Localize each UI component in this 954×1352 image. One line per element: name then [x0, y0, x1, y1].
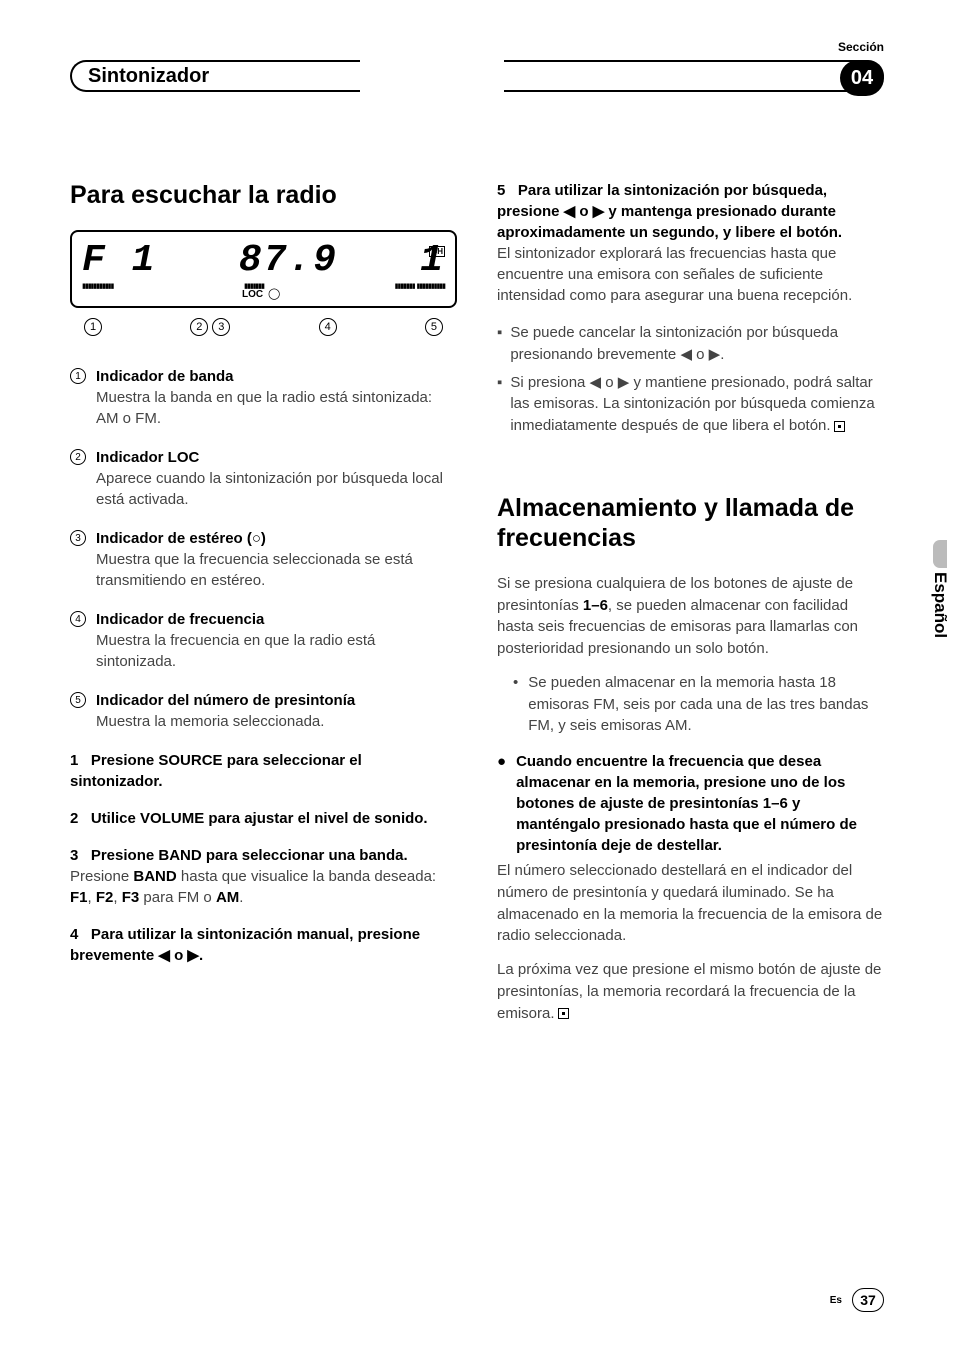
def-body: Muestra la memoria seleccionada.	[96, 713, 324, 730]
definition-item: 4 Indicador de frecuencia Muestra la fre…	[70, 609, 457, 672]
storage-intro: Si se presiona cualquiera de los botones…	[497, 573, 884, 660]
step-item: 1 Presione SOURCE para seleccionar el si…	[70, 750, 457, 792]
note-2: ▪ Si presiona ◀ o ▶ y mantiene presionad…	[497, 372, 884, 437]
step-5-body: El sintonizador explorará las frecuencia…	[497, 245, 852, 304]
definition-item: 3 Indicador de estéreo (○) Muestra que l…	[70, 528, 457, 591]
page-number: 37	[852, 1288, 884, 1312]
def-number: 5	[70, 692, 86, 708]
storage-bullet: • Se pueden almacenar en la memoria hast…	[497, 672, 884, 737]
def-body: Muestra la banda en que la radio está si…	[96, 389, 432, 427]
note-2-text: Si presiona ◀ o ▶ y mantiene presionado,…	[510, 374, 874, 435]
definition-item: 2 Indicador LOC Aparece cuando la sinton…	[70, 447, 457, 510]
steps-left: 1 Presione SOURCE para seleccionar el si…	[70, 750, 457, 966]
def-title: Indicador de banda	[96, 368, 234, 385]
def-number: 1	[70, 368, 86, 384]
def-body: Muestra la frecuencia en que la radio es…	[96, 632, 375, 670]
note-1: ▪ Se puede cancelar la sintonización por…	[497, 322, 884, 366]
step-5-num: 5	[497, 182, 505, 199]
def-number: 3	[70, 530, 86, 546]
left-heading: Para escuchar la radio	[70, 180, 457, 210]
right-column: 5 Para utilizar la sintonización por bús…	[497, 180, 884, 1036]
callout-5: 5	[425, 318, 443, 336]
display-bars: ▮▮▮▮▮▮▮▮▮▮▮ ▮▮▮▮▮▮▮ ▮▮▮▮▮▮▮ ▮▮▮▮▮▮▮▮▮▮	[82, 282, 445, 290]
bullet-text: Se pueden almacenar en la memoria hasta …	[528, 672, 884, 737]
action-heading: ● Cuando encuentre la frecuencia que des…	[497, 751, 884, 856]
tab-title: Sintonizador	[70, 60, 360, 92]
display-freq: 87.9	[239, 244, 338, 278]
note-1-text: Se puede cancelar la sintonización por b…	[510, 322, 884, 366]
step-item: 4 Para utilizar la sintonización manual,…	[70, 924, 457, 966]
def-body: Muestra que la frecuencia seleccionada s…	[96, 551, 413, 589]
callout-2: 2	[190, 318, 208, 336]
callout-3: 3	[212, 318, 230, 336]
side-tab-marker	[933, 540, 947, 568]
header-tab-left: Sintonizador	[70, 60, 360, 92]
loc-indicator: LOC	[242, 289, 263, 300]
def-body: Aparece cuando la sintonización por búsq…	[96, 470, 443, 508]
section-label: Sección	[838, 40, 884, 54]
side-tab-lang: Español	[930, 572, 950, 638]
section-number: 04	[840, 60, 884, 96]
action-body-1: El número seleccionado destellará en el …	[497, 860, 884, 947]
callout-1: 1	[84, 318, 102, 336]
page-footer: Es 37	[830, 1288, 884, 1312]
def-title: Indicador de estéreo (○)	[96, 530, 266, 547]
footer-lang: Es	[830, 1295, 842, 1306]
step-body: Presione BAND hasta que visualice la ban…	[70, 868, 436, 906]
ch-badge: CH	[429, 246, 445, 257]
radio-display: F 1 87.9 1 CH ▮▮▮▮▮▮▮▮▮▮▮ ▮▮▮▮▮▮▮ ▮▮▮▮▮▮…	[70, 230, 457, 308]
step-5-head: Para utilizar la sintonización por búsqu…	[497, 182, 842, 241]
def-title: Indicador del número de presintonía	[96, 692, 355, 709]
def-title: Indicador de frecuencia	[96, 611, 264, 628]
callout-4: 4	[319, 318, 337, 336]
callout-row: 1 2 3 4 5	[70, 318, 457, 336]
dot-bullet-icon: •	[513, 672, 518, 737]
square-bullet-icon: ▪	[497, 372, 502, 437]
end-mark-icon	[558, 1008, 569, 1019]
left-column: Para escuchar la radio F 1 87.9 1 CH ▮▮▮…	[70, 180, 457, 1036]
action-head-text: Cuando encuentre la frecuencia que desea…	[516, 751, 884, 856]
definition-item: 1 Indicador de banda Muestra la banda en…	[70, 366, 457, 429]
filled-circle-icon: ●	[497, 751, 506, 856]
action-body-2: La próxima vez que presione el mismo bot…	[497, 959, 884, 1024]
display-band: F 1	[82, 244, 156, 278]
end-mark-icon	[834, 421, 845, 432]
def-number: 2	[70, 449, 86, 465]
header-tab-right: 04	[504, 60, 884, 92]
page-header: Sección Sintonizador 04	[70, 40, 884, 100]
square-bullet-icon: ▪	[497, 322, 502, 366]
step-item: 3 Presione BAND para seleccionar una ban…	[70, 845, 457, 908]
step-5: 5 Para utilizar la sintonización por bús…	[497, 180, 884, 306]
def-number: 4	[70, 611, 86, 627]
step-item: 2 Utilice VOLUME para ajustar el nivel d…	[70, 808, 457, 829]
definition-list: 1 Indicador de banda Muestra la banda en…	[70, 366, 457, 732]
stereo-icon: ◯	[268, 287, 280, 300]
definition-item: 5 Indicador del número de presintonía Mu…	[70, 690, 457, 732]
def-title: Indicador LOC	[96, 449, 199, 466]
language-side-tab: Español	[926, 540, 954, 680]
right-heading: Almacenamiento y llamada de frecuencias	[497, 493, 884, 553]
